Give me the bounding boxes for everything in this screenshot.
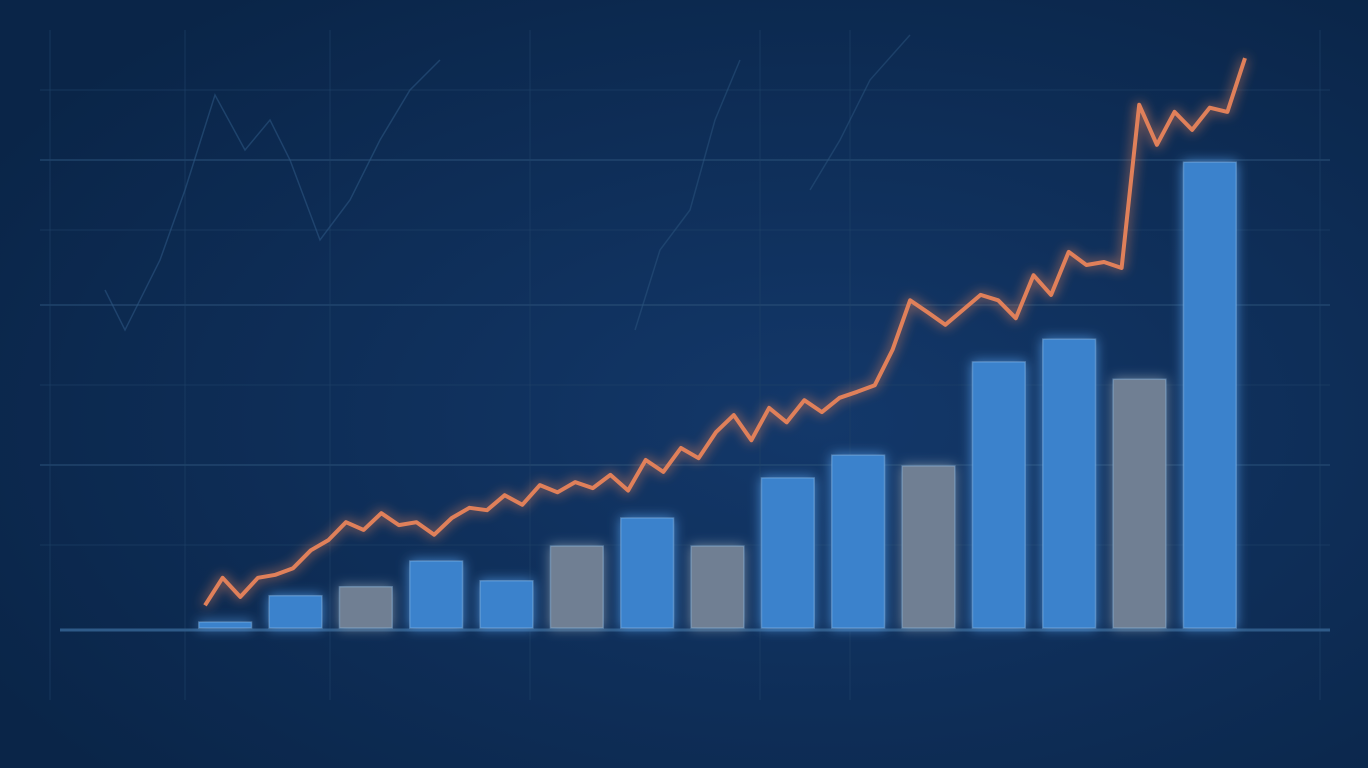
bar [971, 361, 1026, 629]
bar [831, 454, 886, 629]
bar [1112, 378, 1167, 629]
bar [198, 621, 253, 629]
line [203, 57, 1247, 607]
bar [760, 477, 815, 629]
bar [690, 545, 745, 629]
bar [338, 585, 393, 629]
bar [1042, 338, 1097, 629]
bar [549, 545, 604, 629]
bars [198, 161, 1237, 629]
bar [268, 594, 323, 629]
bar [479, 580, 534, 629]
bar [620, 517, 675, 629]
bar [901, 465, 956, 629]
bar [409, 560, 464, 629]
bar [1182, 161, 1237, 629]
